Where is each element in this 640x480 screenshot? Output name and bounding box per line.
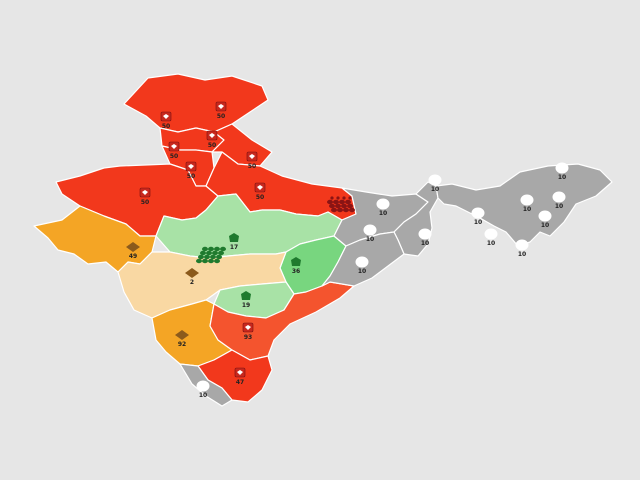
- marker-jk[interactable]: 50: [215, 101, 227, 120]
- region-jammu-kashmir[interactable]: [123, 73, 269, 133]
- red-square-icon: [234, 367, 246, 378]
- marker-value: 50: [170, 153, 178, 160]
- marker-telangana[interactable]: 19: [241, 291, 251, 309]
- marker-ne-3[interactable]: 10: [471, 207, 485, 227]
- red-square-icon: [139, 187, 151, 198]
- marker-ne-8[interactable]: 10: [515, 239, 529, 259]
- white-circle-icon: [555, 162, 569, 174]
- red-square-icon: [246, 151, 258, 162]
- marker-value: 10: [366, 236, 374, 243]
- marker-mp[interactable]: 17: [229, 233, 239, 251]
- marker-value: 36: [292, 268, 300, 275]
- marker-value: 10: [358, 268, 366, 275]
- marker-up[interactable]: 50: [254, 182, 266, 201]
- green-shape-icon: [241, 291, 251, 300]
- marker-value: 10: [487, 240, 495, 247]
- marker-ne-6[interactable]: 10: [538, 210, 552, 230]
- marker-mp-cluster[interactable]: [196, 246, 226, 264]
- marker-value: 10: [474, 219, 482, 226]
- white-circle-icon: [538, 210, 552, 222]
- marker-value: 50: [217, 113, 225, 120]
- red-square-icon: [206, 130, 218, 141]
- marker-ne-2[interactable]: 10: [376, 198, 390, 218]
- red-square-icon: [215, 101, 227, 112]
- marker-value: 92: [178, 341, 186, 348]
- white-circle-icon: [196, 380, 210, 392]
- marker-wb[interactable]: 10: [418, 228, 432, 248]
- marker-pb[interactable]: 50: [168, 141, 180, 160]
- marker-uk[interactable]: 50: [246, 151, 258, 170]
- red-square-icon: [160, 111, 172, 122]
- red-square-icon: [242, 322, 254, 333]
- marker-value: 10: [558, 174, 566, 181]
- marker-value: 50: [248, 163, 256, 170]
- white-circle-icon: [363, 224, 377, 236]
- marker-ne-1[interactable]: 10: [555, 162, 569, 182]
- white-circle-icon: [515, 239, 529, 251]
- marker-ap[interactable]: 93: [242, 322, 254, 341]
- marker-value: 50: [208, 142, 216, 149]
- marker-layer: 50 50 50 50 50 50 50 50 10 10 10 10 10 10 10 10 10 10 10 10…: [126, 101, 569, 400]
- marker-value: 50: [256, 194, 264, 201]
- marker-value: 10: [523, 206, 531, 213]
- white-circle-icon: [520, 194, 534, 206]
- marker-ne-4[interactable]: 10: [520, 194, 534, 214]
- marker-hp-left[interactable]: 50: [160, 111, 172, 130]
- marker-sikkim[interactable]: 10: [428, 174, 442, 194]
- marker-value: 50: [162, 123, 170, 130]
- marker-value: 10: [431, 186, 439, 193]
- marker-odisha[interactable]: 10: [355, 256, 369, 276]
- marker-value: 50: [141, 199, 149, 206]
- marker-ne-5[interactable]: 10: [552, 191, 566, 211]
- marker-gujarat[interactable]: 49: [126, 242, 140, 260]
- marker-value: 10: [199, 392, 207, 399]
- marker-value: 93: [244, 334, 252, 341]
- region-northeast[interactable]: [435, 163, 613, 247]
- red-square-icon: [185, 161, 197, 172]
- green-cluster-icon: [196, 246, 226, 264]
- white-circle-icon: [484, 228, 498, 240]
- marker-value: 10: [379, 210, 387, 217]
- green-shape-icon: [291, 257, 301, 266]
- marker-bihar[interactable]: [327, 196, 355, 213]
- marker-ne-7[interactable]: 10: [484, 228, 498, 248]
- marker-value: 49: [129, 253, 137, 260]
- brown-diamond-icon: [175, 330, 189, 340]
- marker-value: 10: [421, 240, 429, 247]
- red-square-icon: [168, 141, 180, 152]
- marker-value: 2: [190, 279, 194, 286]
- brown-diamond-icon: [185, 268, 199, 278]
- green-shape-icon: [229, 233, 239, 242]
- marker-value: 47: [236, 379, 244, 386]
- marker-chhattisgarh[interactable]: 36: [291, 257, 301, 275]
- red-square-icon: [254, 182, 266, 193]
- marker-karnataka[interactable]: 92: [175, 330, 189, 348]
- marker-rj[interactable]: 50: [139, 187, 151, 206]
- marker-kerala[interactable]: 10: [196, 380, 210, 400]
- marker-hp[interactable]: 50: [206, 130, 218, 149]
- white-circle-icon: [552, 191, 566, 203]
- white-circle-icon: [376, 198, 390, 210]
- marker-value: 50: [187, 173, 195, 180]
- white-circle-icon: [471, 207, 485, 219]
- white-circle-icon: [355, 256, 369, 268]
- marker-value: 10: [541, 222, 549, 229]
- white-circle-icon: [428, 174, 442, 186]
- marker-value: 10: [555, 203, 563, 210]
- red-cluster-icon: [327, 196, 355, 213]
- marker-maharashtra[interactable]: 2: [185, 268, 199, 286]
- white-circle-icon: [418, 228, 432, 240]
- marker-value: 10: [518, 251, 526, 258]
- marker-jharkhand[interactable]: 10: [363, 224, 377, 244]
- marker-value: 17: [230, 244, 238, 251]
- marker-tn[interactable]: 47: [234, 367, 246, 386]
- marker-value: 19: [242, 302, 250, 309]
- brown-diamond-icon: [126, 242, 140, 252]
- marker-hr[interactable]: 50: [185, 161, 197, 180]
